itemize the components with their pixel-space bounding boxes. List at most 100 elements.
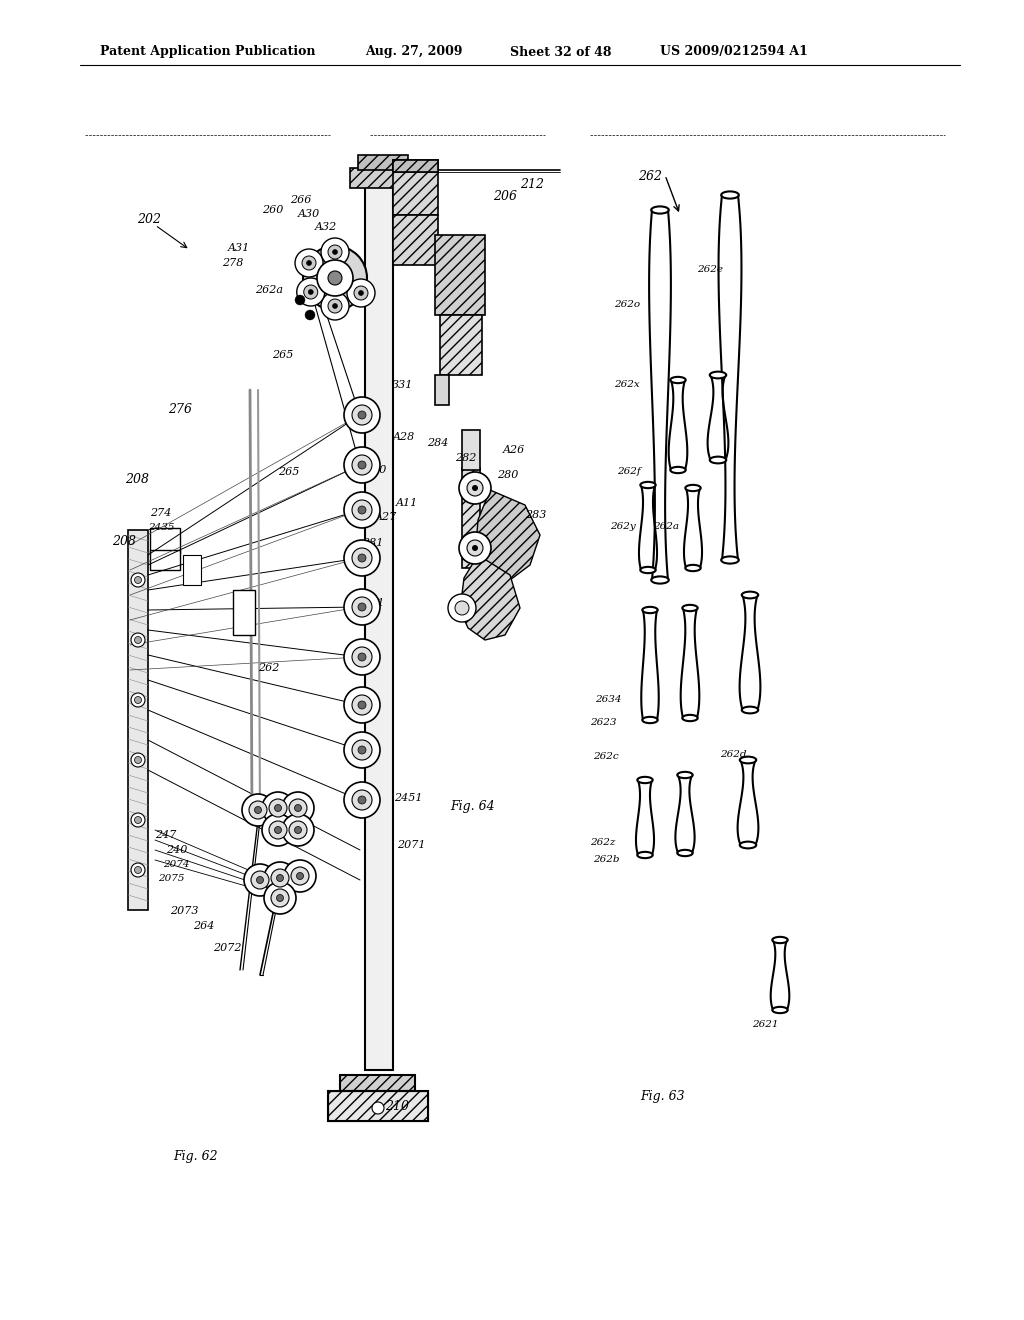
Text: 262e: 262e [697, 265, 723, 275]
Circle shape [467, 480, 483, 496]
Ellipse shape [739, 842, 757, 849]
Circle shape [134, 636, 141, 644]
Text: Fig. 62: Fig. 62 [173, 1150, 218, 1163]
Text: 262c: 262c [593, 752, 618, 762]
Ellipse shape [651, 577, 669, 583]
Circle shape [289, 821, 307, 840]
Text: A31: A31 [228, 243, 250, 253]
Bar [393, 160, 438, 172]
Circle shape [308, 289, 313, 294]
Text: 2634: 2634 [595, 696, 622, 704]
Circle shape [249, 801, 267, 818]
Circle shape [333, 249, 338, 255]
Text: A26: A26 [503, 445, 525, 455]
Text: US 2009/0212594 A1: US 2009/0212594 A1 [660, 45, 808, 58]
Text: 264: 264 [193, 921, 214, 931]
Circle shape [449, 594, 476, 622]
Circle shape [344, 447, 380, 483]
Text: A27: A27 [375, 512, 397, 521]
Circle shape [344, 639, 380, 675]
Circle shape [352, 789, 372, 810]
Text: 262: 262 [258, 663, 280, 673]
Circle shape [295, 826, 301, 833]
Circle shape [274, 804, 282, 812]
Text: 247: 247 [155, 830, 176, 840]
Polygon shape [475, 490, 540, 579]
Text: 2073: 2073 [170, 906, 199, 916]
Circle shape [354, 286, 368, 300]
Ellipse shape [739, 756, 757, 763]
Circle shape [352, 405, 372, 425]
Text: Fig. 63: Fig. 63 [640, 1090, 685, 1104]
Text: 262: 262 [638, 170, 662, 183]
Circle shape [352, 548, 372, 568]
Circle shape [134, 866, 141, 874]
Bar [128, 531, 148, 909]
Bar [233, 590, 255, 635]
Text: 262o: 262o [614, 300, 640, 309]
Circle shape [264, 862, 296, 894]
Ellipse shape [741, 706, 758, 713]
Ellipse shape [651, 206, 669, 214]
Circle shape [282, 792, 314, 824]
Text: 284: 284 [427, 438, 449, 447]
Circle shape [344, 540, 380, 576]
Circle shape [344, 781, 380, 818]
Circle shape [317, 260, 353, 296]
Text: 274: 274 [150, 508, 171, 517]
Circle shape [295, 804, 301, 812]
Ellipse shape [637, 777, 652, 783]
Bar [150, 550, 180, 570]
Ellipse shape [741, 591, 758, 598]
Circle shape [472, 484, 478, 491]
Text: Sheet 32 of 48: Sheet 32 of 48 [510, 45, 611, 58]
Text: 265: 265 [272, 350, 293, 360]
Circle shape [295, 249, 323, 277]
Text: 208: 208 [125, 473, 150, 486]
Circle shape [358, 506, 366, 513]
Bar [328, 1092, 428, 1121]
Text: 265: 265 [278, 467, 299, 477]
Ellipse shape [682, 605, 697, 611]
Text: 2435: 2435 [148, 523, 174, 532]
Circle shape [347, 279, 375, 308]
Circle shape [295, 294, 305, 305]
Circle shape [269, 821, 287, 840]
Circle shape [455, 601, 469, 615]
Circle shape [131, 752, 145, 767]
Text: 2075: 2075 [158, 874, 184, 883]
Circle shape [352, 696, 372, 715]
Circle shape [131, 813, 145, 828]
Circle shape [459, 473, 490, 504]
Text: 262a: 262a [653, 521, 679, 531]
Circle shape [358, 411, 366, 418]
Circle shape [358, 461, 366, 469]
Text: A30: A30 [298, 209, 321, 219]
Ellipse shape [682, 715, 697, 721]
Text: 262b: 262b [593, 855, 620, 865]
Bar [340, 1074, 415, 1092]
Circle shape [344, 492, 380, 528]
Circle shape [328, 300, 342, 313]
Circle shape [344, 397, 380, 433]
Circle shape [134, 577, 141, 583]
Circle shape [302, 256, 316, 271]
Circle shape [276, 874, 284, 882]
Text: 206: 206 [493, 190, 517, 203]
Circle shape [306, 260, 311, 265]
Bar [365, 176, 393, 1071]
Text: 2074: 2074 [163, 861, 189, 869]
Circle shape [264, 882, 296, 913]
Ellipse shape [637, 851, 652, 858]
Circle shape [303, 246, 367, 310]
Text: 262y: 262y [610, 521, 636, 531]
Text: 210: 210 [385, 1100, 409, 1113]
Circle shape [262, 792, 294, 824]
Circle shape [134, 817, 141, 824]
Ellipse shape [642, 607, 657, 614]
Circle shape [269, 799, 287, 817]
Circle shape [358, 653, 366, 661]
Text: 262a: 262a [255, 285, 283, 294]
Bar [393, 215, 438, 265]
Text: 282: 282 [455, 453, 476, 463]
